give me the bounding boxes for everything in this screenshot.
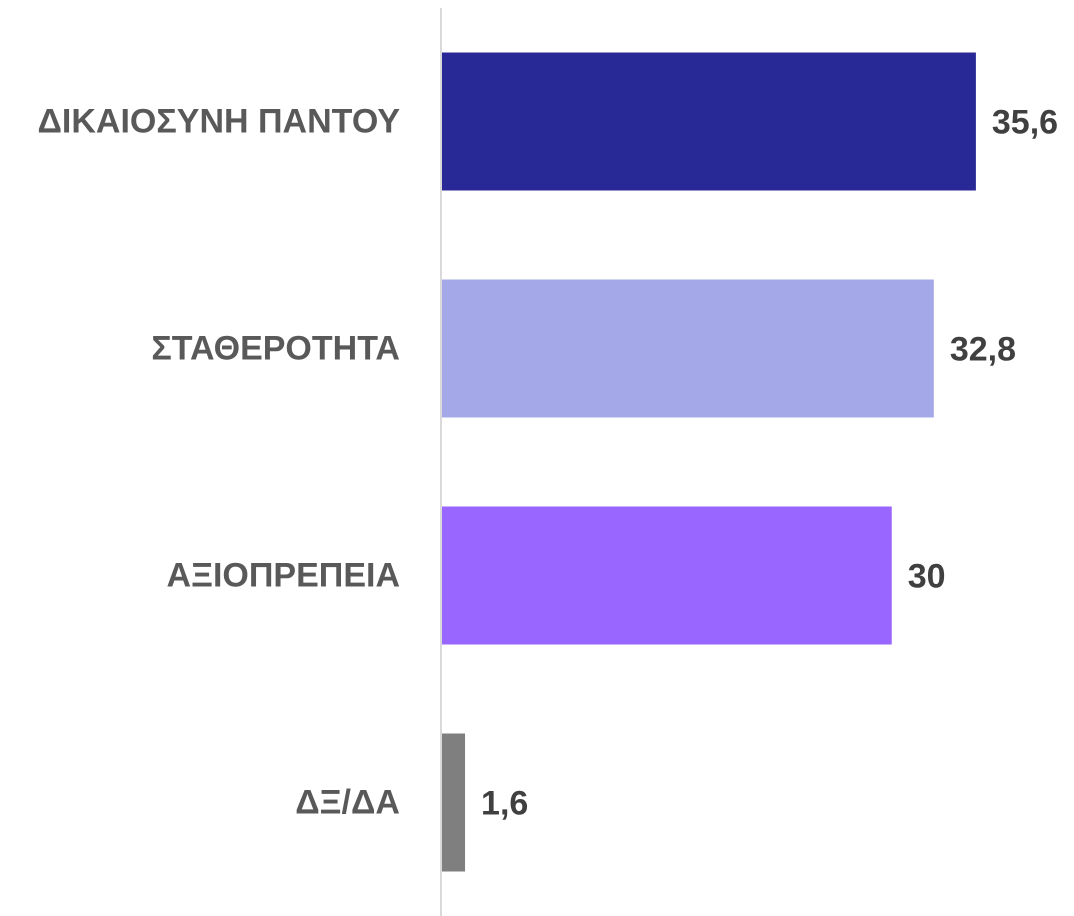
data-label: 1,6 (481, 784, 528, 822)
bar (441, 279, 934, 418)
data-label: 35,6 (992, 103, 1058, 141)
bar (441, 733, 466, 872)
y-tick-label: ΣΤΑΘΕΡΟΤΗΤΑ (151, 329, 400, 367)
y-tick-label: ΑΞΙΟΠΡΕΠΕΙΑ (167, 556, 400, 594)
bar (441, 506, 892, 645)
bar (441, 52, 976, 191)
data-label: 32,8 (950, 330, 1016, 368)
y-tick-label: ΔΞ/ΔΑ (295, 783, 400, 821)
data-label: 30 (908, 557, 946, 595)
y-tick-label: ΔΙΚΑΙΟΣΥΝΗ ΠΑΝΤΟΥ (37, 102, 400, 140)
